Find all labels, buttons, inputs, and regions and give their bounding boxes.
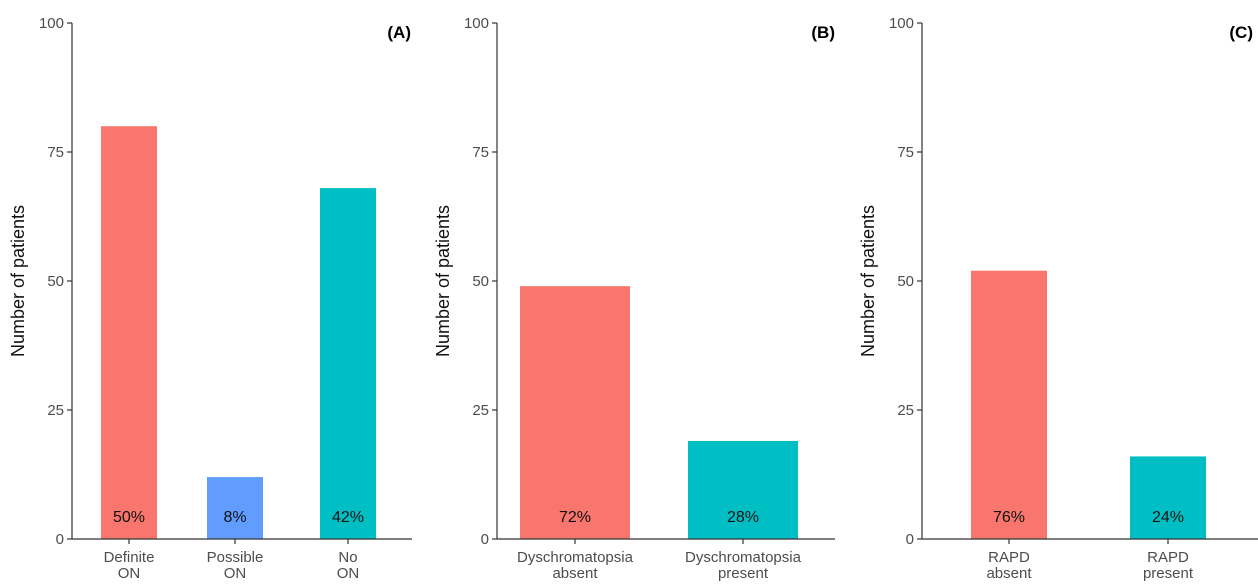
x-tick-label: Dyschromatopsia — [517, 549, 634, 566]
bar — [207, 477, 263, 539]
bar — [1130, 456, 1206, 539]
panel-label: (A) — [387, 23, 411, 42]
data-label: 8% — [223, 509, 246, 526]
bar — [688, 440, 798, 539]
x-tick-label: present — [1143, 565, 1194, 582]
bar — [520, 286, 630, 539]
data-label: 50% — [113, 509, 145, 526]
y-axis-title: Number of patients — [8, 205, 28, 357]
y-tick-label: 25 — [47, 402, 64, 419]
x-tick-label: ON — [337, 565, 360, 582]
panel-label: (C) — [1229, 23, 1253, 42]
x-tick-label: absent — [552, 565, 598, 582]
chart-panel-3: 76% 24%0255075100RAPDabsentRAPDpresentNum… — [858, 15, 1258, 582]
panel-label: (B) — [811, 23, 835, 42]
y-tick-label: 0 — [481, 531, 489, 548]
y-tick-label: 0 — [906, 531, 914, 548]
bar — [101, 126, 157, 539]
y-tick-label: 100 — [39, 15, 64, 32]
y-tick-label: 50 — [472, 273, 489, 290]
x-tick-label: Definite — [104, 549, 155, 566]
chart-panel-2: 72% 28%0255075100DyschromatopsiaabsentDys… — [433, 15, 835, 582]
y-tick-label: 50 — [47, 273, 64, 290]
y-tick-label: 75 — [47, 144, 64, 161]
x-tick-label: Possible — [207, 549, 264, 566]
y-tick-label: 25 — [472, 402, 489, 419]
data-label: 42% — [332, 509, 364, 526]
x-tick-label: Dyschromatopsia — [685, 549, 802, 566]
x-tick-label: present — [718, 565, 769, 582]
y-tick-label: 25 — [897, 402, 914, 419]
y-tick-label: 75 — [472, 144, 489, 161]
x-tick-label: ON — [118, 565, 141, 582]
data-label: 76% — [993, 509, 1025, 526]
x-tick-label: absent — [986, 565, 1032, 582]
y-axis-title: Number of patients — [858, 205, 878, 357]
data-label: 28% — [727, 509, 759, 526]
x-tick-label: No — [338, 549, 357, 566]
y-tick-label: 75 — [897, 144, 914, 161]
data-label: 24% — [1152, 509, 1184, 526]
bar — [971, 270, 1047, 539]
x-tick-label: RAPD — [988, 549, 1030, 566]
y-axis-title: Number of patients — [433, 205, 453, 357]
y-tick-label: 100 — [464, 15, 489, 32]
data-label: 72% — [559, 509, 591, 526]
y-tick-label: 100 — [889, 15, 914, 32]
chart-panel-1: 50% 8% 42%0255075100DefiniteONPossibleONNo… — [8, 15, 412, 582]
y-tick-label: 0 — [56, 531, 64, 548]
bar — [320, 188, 376, 539]
x-tick-label: RAPD — [1147, 549, 1189, 566]
y-tick-label: 50 — [897, 273, 914, 290]
x-tick-label: ON — [224, 565, 247, 582]
